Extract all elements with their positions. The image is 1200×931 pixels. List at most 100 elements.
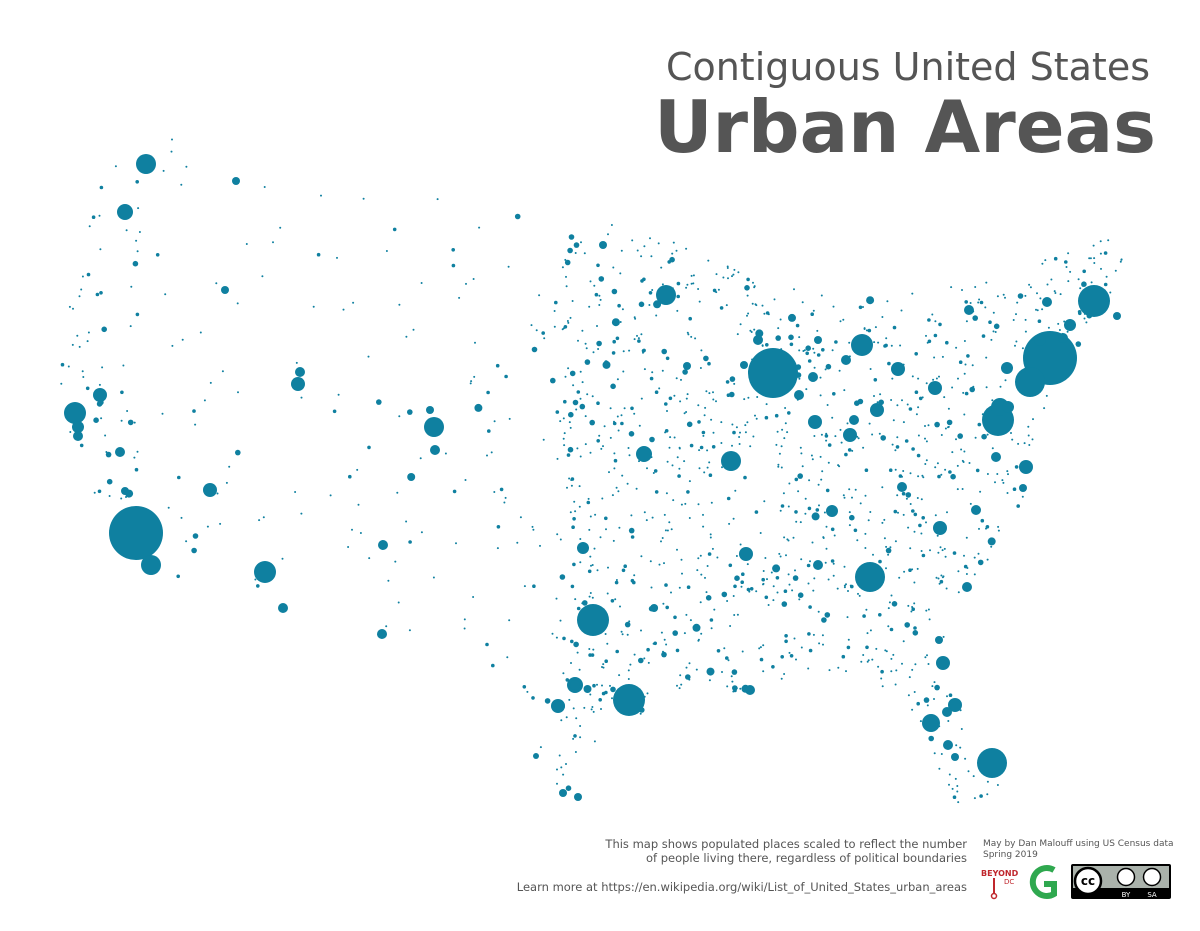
urban-area-dot [933,752,936,755]
urban-area-dot [621,568,626,573]
urban-area-dot [798,598,801,601]
urban-area-dot [750,331,753,333]
urban-area-dot [753,335,763,345]
urban-area-dot [574,252,577,254]
urban-area-dot [572,384,575,387]
urban-area-dot [68,305,71,308]
urban-area-dot [673,615,677,620]
urban-area-dot [121,487,129,495]
urban-area-dot [584,415,587,418]
urban-area-dot [652,472,655,474]
urban-area-dot [737,271,740,274]
urban-area-dot [746,563,749,566]
urban-area-dot [486,454,488,457]
urban-area-dot [1100,267,1102,270]
urban-area-dot [731,423,734,426]
urban-area-dot [1066,330,1069,333]
urban-area-dot [800,594,803,597]
urban-area-dot [1021,347,1024,350]
urban-area-dot [650,255,653,258]
urban-area-dot [560,719,563,722]
urban-area-dot [300,512,303,515]
urban-area-dot [787,505,790,508]
urban-area-dot [864,468,869,473]
urban-area-dot [665,492,668,495]
urban-area-dot [729,625,732,627]
urban-area-dot [916,701,920,706]
urban-area-dot [820,433,823,436]
urban-area-dot [838,369,841,372]
urban-area-dot [620,414,623,417]
urban-area-dot [907,694,910,697]
urban-area-dot [602,663,605,666]
urban-area-dot [420,531,423,534]
urban-area-dot [356,468,359,471]
urban-area-dot [535,329,538,332]
urban-area-dot [636,249,639,252]
urban-area-dot [807,632,811,636]
urban-area-dot [890,344,893,347]
urban-area-dot [703,414,706,417]
urban-area-dot [504,496,507,499]
urban-area-dot [609,407,612,410]
urban-area-dot [588,528,591,531]
urban-area-dot [952,795,957,799]
urban-area-dot [986,793,989,796]
urban-area-dot [591,596,594,599]
urban-area-dot [592,648,595,651]
urban-area-dot [747,312,750,315]
urban-area-dot [937,551,940,554]
urban-area-dot [685,674,691,680]
urban-area-dot [1004,379,1007,382]
urban-area-dot [716,649,721,653]
urban-area-dot [894,449,897,452]
urban-area-dot [779,318,782,321]
urban-area-dot [901,399,903,402]
urban-area-dot [921,396,924,399]
urban-area-dot [731,444,733,447]
urban-area-dot [1046,283,1049,286]
urban-area-dot [88,225,91,228]
urban-area-dot [972,315,978,321]
urban-area-dot [792,536,795,539]
urban-area-dot [739,543,742,546]
urban-area-dot [583,706,586,709]
urban-area-dot [683,412,686,415]
urban-area-dot [697,420,701,424]
urban-area-dot [939,579,944,584]
urban-area-dot [926,654,928,657]
urban-area-dot [773,298,776,301]
urban-area-dot [916,497,919,499]
urban-area-dot [896,436,899,439]
urban-area-dot [901,491,906,496]
urban-area-dot [569,511,572,514]
urban-area-dot [777,463,780,466]
urban-area-dot [939,546,942,549]
urban-area-dot [748,348,798,398]
urban-area-dot [816,329,819,332]
urban-area-dot [645,519,648,522]
urban-area-dot [726,685,729,688]
urban-area-dot [944,427,947,430]
urban-area-dot [1012,319,1015,321]
urban-area-dot [1015,340,1018,343]
urban-area-dot [981,334,986,338]
urban-area-dot [986,558,989,561]
urban-area-dot [610,686,616,693]
urban-area-dot [617,303,621,308]
urban-area-dot [655,314,658,317]
urban-area-dot [633,316,636,319]
urban-area-dot [508,619,511,622]
urban-area-dot [777,465,780,468]
urban-area-dot [583,685,592,693]
urban-area-dot [688,480,691,483]
urban-area-dot [648,291,653,295]
urban-area-dot [579,561,582,564]
urban-area-dot [699,554,702,557]
urban-area-dot [161,412,164,415]
urban-area-dot [925,334,927,337]
urban-area-dot [522,685,527,689]
urban-area-dot [665,605,669,610]
urban-area-dot [582,600,588,606]
urban-area-dot [539,544,541,547]
